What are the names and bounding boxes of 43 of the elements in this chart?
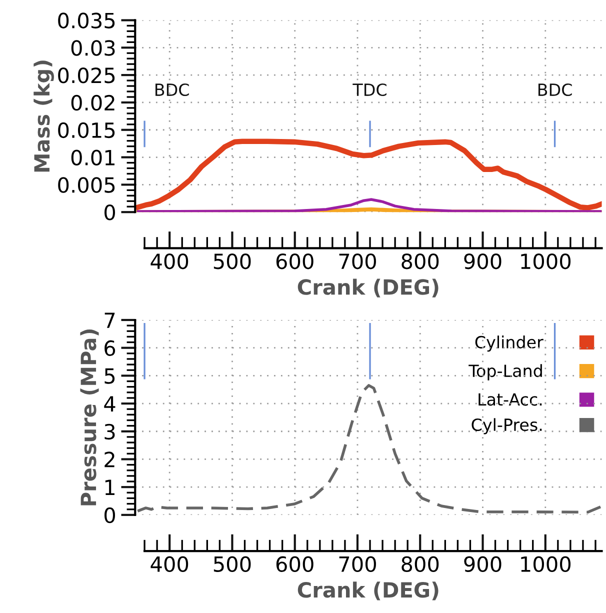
x-tick-label: 600 [276,556,314,572]
line-series [136,384,602,514]
ref-line-label: BDC [156,83,189,96]
y-tick-label: 0.03 [71,40,115,56]
x-axis-title: Crank (DEG) [298,278,438,298]
x-tick-label: 700 [339,253,376,270]
x-tick-label: 400 [150,253,188,270]
y-tick-label: 0.01 [71,150,114,166]
line-series [136,198,602,212]
y-tick-label: 3 [104,424,115,440]
y-tick-label: 1 [105,480,114,495]
legend-label: Cyl-Pres. [472,418,542,434]
legend-label: Cylinder [475,336,544,352]
x-axis-title: Crank (DEG) [298,582,438,600]
y-tick-label: 0.02 [71,94,114,111]
y-tick-label: 6 [104,340,116,356]
legend-label: Lat-Acc. [478,393,542,406]
y-tick-label: 0 [104,204,116,220]
y-tick-label: 0 [104,507,116,524]
y-tick-label: 0.015 [58,122,115,138]
x-tick-label: 1000 [521,253,571,270]
x-tick-label: 400 [150,556,188,572]
y-axis-title: Pressure (MPa) [80,329,99,506]
x-tick-label: 500 [214,253,251,270]
y-tick-label: 4 [104,396,116,412]
x-tick-label: 600 [276,253,314,270]
ref-line-label: TDC [352,83,386,96]
x-tick-label: 1000 [521,556,571,572]
y-tick-label: 0.005 [58,177,115,193]
y-tick-label: 5 [104,368,115,384]
x-tick-label: 700 [339,556,376,572]
x-tick-label: 900 [464,556,502,572]
x-tick-label: 900 [464,253,502,270]
y-tick-label: 0.025 [58,68,115,84]
y-axis-title: Mass (kg) [34,60,54,172]
y-tick-label: 7 [104,312,115,328]
x-tick-label: 800 [402,556,439,572]
x-tick-label: 500 [214,556,251,572]
ref-line-label: BDC [538,83,572,96]
y-tick-label: 2 [104,452,114,468]
x-tick-label: 800 [402,253,439,270]
y-tick-label: 0.035 [58,12,115,28]
legend-label: Top-Land [468,364,542,380]
